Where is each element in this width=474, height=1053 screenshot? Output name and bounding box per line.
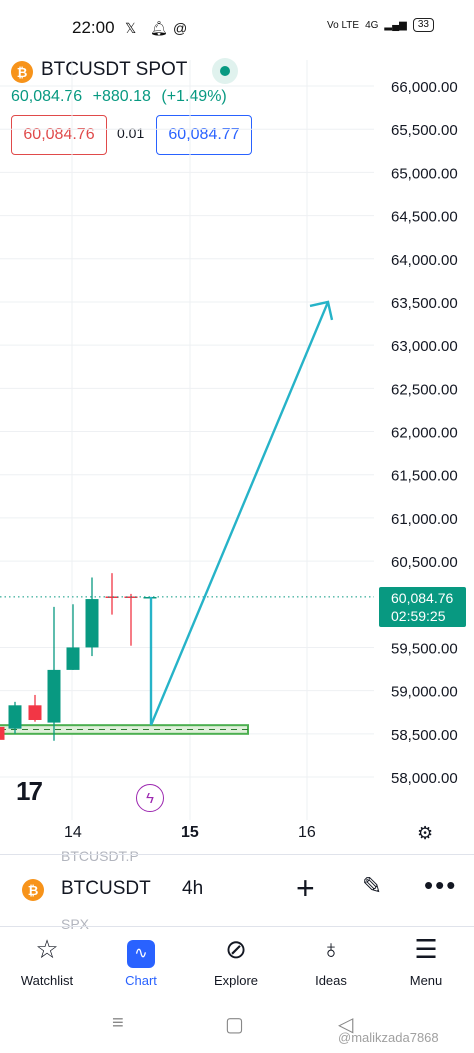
toolbar-divider	[0, 854, 474, 855]
ghost-symbol-below: SPX	[61, 916, 90, 932]
candle-body	[8, 705, 22, 729]
y-tick-label: 62,000.00	[391, 425, 458, 442]
status-time: 22:00	[72, 18, 115, 37]
nav-label: Chart	[125, 973, 157, 988]
signal-icon: ▂▄▆	[384, 19, 407, 31]
volte-label: Vo LTE	[327, 19, 360, 31]
system-home-icon[interactable]: ▢	[225, 1014, 244, 1036]
y-tick-label: 61,000.00	[391, 511, 458, 528]
y-tick-label: 59,000.00	[391, 684, 458, 701]
last-price: 60,084.76	[11, 88, 83, 105]
lightbulb-icon: ♁	[321, 934, 341, 964]
nav-chart[interactable]: ∿ Chart	[94, 932, 188, 994]
nav-label: Ideas	[315, 973, 347, 988]
chart-settings-icon[interactable]: ⚙	[417, 823, 434, 843]
y-tick-label: 63,000.00	[391, 338, 458, 355]
nav-label: Explore	[213, 973, 259, 988]
current-price-tag: 60,084.76 02:59:25	[379, 587, 466, 627]
x-tick-label: 14	[64, 824, 82, 841]
sell-price-button[interactable]: 60,084.76	[11, 115, 107, 155]
system-recents-icon[interactable]: ≡	[112, 1012, 124, 1034]
menu-icon: ☰	[414, 934, 438, 964]
y-tick-label: 64,000.00	[391, 252, 458, 269]
status-indicators: Vo LTE 4G ▂▄▆ 33	[327, 18, 434, 32]
lightning-icon[interactable]: ϟ	[136, 784, 164, 812]
y-tick-label: 59,500.00	[391, 640, 458, 657]
current-price-label: 60,084.76	[391, 590, 454, 606]
y-tick-label: 58,500.00	[391, 727, 458, 744]
price-chart[interactable]: 66,000.00 65,500.00 65,000.00 64,500.00 64,0…	[0, 0, 474, 850]
projection-arrow-head	[309, 300, 334, 321]
candle-body	[105, 596, 119, 598]
y-tick-label: 65,000.00	[391, 165, 458, 182]
candle-body	[47, 669, 61, 723]
more-options-icon[interactable]: •••	[424, 870, 458, 900]
candle-body	[66, 647, 80, 670]
y-tick-label: 60,500.00	[391, 554, 458, 571]
projection-arrow-shaft	[149, 301, 330, 726]
symbol-title[interactable]: BTCUSDT SPOT	[41, 59, 188, 80]
candle-body	[0, 726, 5, 740]
battery-indicator: 33	[412, 18, 434, 32]
market-open-indicator[interactable]	[212, 58, 238, 84]
buy-price-button[interactable]: 60,084.77	[156, 115, 252, 155]
network-label: 4G	[365, 19, 379, 31]
x-tick-label: 16	[298, 824, 316, 841]
symbol-selector[interactable]: BTCUSDT	[61, 878, 151, 899]
compass-icon: ⊘	[225, 934, 247, 964]
price-change-line: 60,084.76 +880.18 (+1.49%)	[11, 88, 233, 106]
price-change-pct: (+1.49%)	[161, 88, 227, 105]
nav-label: Watchlist	[20, 973, 74, 988]
y-tick-label: 62,500.00	[391, 381, 458, 398]
nav-ideas[interactable]: ♁ Ideas	[284, 932, 378, 994]
y-tick-label: 58,000.00	[391, 770, 458, 787]
nav-watchlist[interactable]: ☆ Watchlist	[0, 932, 94, 994]
bell-icon: 🔔︎	[150, 20, 168, 36]
y-tick-label: 65,500.00	[391, 122, 458, 139]
nav-menu[interactable]: ☰ Menu	[379, 932, 473, 994]
system-back-icon[interactable]: ◁	[338, 1014, 354, 1036]
tradingview-logo: 17	[16, 776, 43, 806]
star-icon: ☆	[35, 934, 59, 964]
candle-body	[28, 705, 42, 720]
interval-selector[interactable]: 4h	[182, 878, 204, 899]
candle-body	[85, 599, 99, 648]
nav-label: Menu	[409, 973, 443, 988]
x-tick-label: 15	[181, 824, 199, 841]
y-tick-label: 61,500.00	[391, 468, 458, 485]
candle-countdown: 02:59:25	[391, 608, 446, 624]
y-tick-label: 63,500.00	[391, 295, 458, 312]
price-change: +880.18	[92, 88, 151, 105]
nav-divider	[0, 926, 474, 927]
chart-icon: ∿	[127, 940, 155, 968]
threads-icon: @	[173, 20, 188, 36]
watermark: @malikzada7868	[338, 1030, 439, 1045]
y-tick-label: 66,000.00	[391, 79, 458, 96]
nav-explore[interactable]: ⊘ Explore	[189, 932, 283, 994]
bitcoin-coin-icon: ₿	[22, 879, 44, 901]
add-icon[interactable]: +	[296, 870, 315, 906]
live-dot-icon	[220, 66, 230, 76]
bitcoin-coin-icon: ₿	[11, 61, 33, 83]
drawing-tool-icon[interactable]: ✎	[362, 873, 383, 900]
x-logo-icon: 𝕏	[125, 20, 137, 36]
ghost-symbol-above: BTCUSDT.P	[61, 848, 139, 864]
y-tick-label: 64,500.00	[391, 209, 458, 226]
